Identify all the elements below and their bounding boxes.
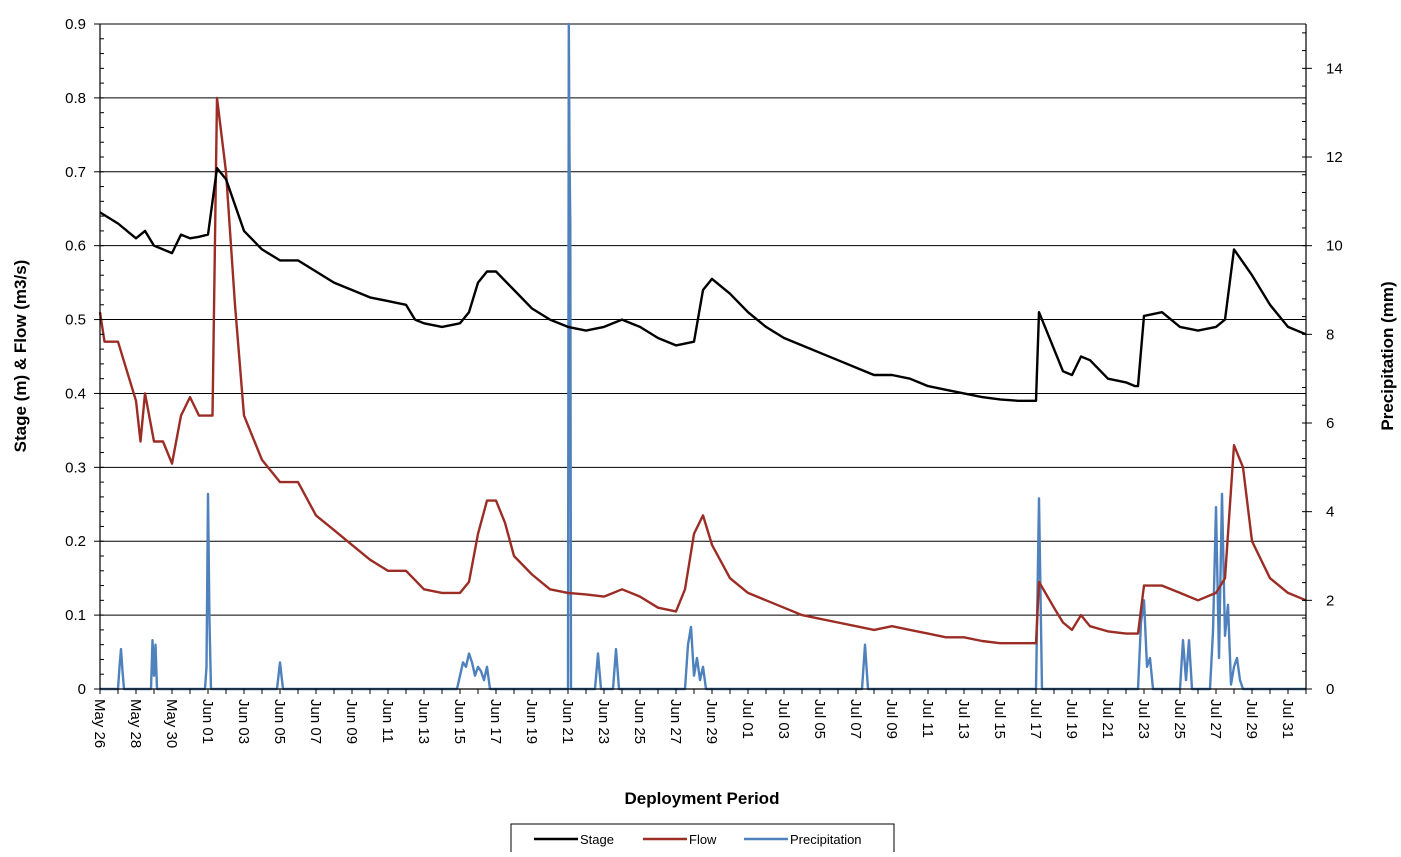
y-left-tick-label: 0.6 [65,238,86,255]
x-tick-label: May 26 [91,699,108,748]
y-left-tick-label: 0.3 [65,459,86,476]
x-tick-label: Jul 31 [1279,699,1296,739]
x-tick-label: Jul 25 [1171,699,1188,739]
tick-labels: 0 0.1 0.2 0.3 0.4 0.5 0.6 0.7 0.8 0.9 0 2 4 6 8 10 12 14 M… [65,16,1343,748]
legend-label-stage: Stage [580,832,614,847]
y-right-tick-label: 6 [1326,415,1334,432]
legend-items: Stage Flow Precipitation [534,832,862,847]
y-right-tick-label: 2 [1326,592,1334,609]
x-tick-label: Jun 11 [379,699,396,743]
y-right-tick-label: 0 [1326,681,1334,698]
x-tick-label: Jul 17 [1027,699,1044,739]
x-tick-label: Jun 13 [415,699,432,744]
x-tick-label: Jun 23 [595,699,612,744]
x-tick-label: Jul 29 [1243,699,1260,739]
series-line-flow [98,96,1307,645]
y-right-tick-label: 4 [1326,504,1334,521]
series-line-stage [99,166,1307,402]
x-tick-label: Jul 21 [1099,699,1116,739]
legend-label-flow: Flow [689,832,717,847]
y-right-tick-label: 8 [1326,326,1334,343]
y-right-tick-label: 12 [1326,149,1343,166]
x-tick-label: Jul 13 [955,699,972,739]
gridlines [100,23,1306,616]
x-tick-label: Jun 17 [487,699,504,744]
x-tick-label: Jun 25 [631,699,648,744]
x-tick-label: Jul 01 [739,699,756,739]
y-right-tick-label: 14 [1326,60,1343,77]
x-tick-label: Jun 29 [703,699,720,744]
axes [94,23,1312,694]
legend-label-precipitation: Precipitation [790,832,862,847]
y-left-tick-label: 0.4 [65,385,86,402]
x-tick-label: May 28 [127,699,144,748]
y-left-tick-label: 0.2 [65,533,86,550]
x-tick-label: Jul 03 [775,699,792,739]
y-left-tick-label: 0.7 [65,164,86,181]
x-tick-label: Jun 03 [235,699,252,744]
x-tick-label: Jun 15 [451,699,468,744]
legend: Stage Flow Precipitation [510,823,895,855]
y-right-tick-label: 10 [1326,238,1343,255]
x-tick-label: Jun 19 [523,699,540,744]
y-left-tick-label: 0 [78,681,86,698]
x-tick-label: Jul 19 [1063,699,1080,739]
x-tick-label: Jul 11 [919,699,936,738]
y-left-tick-label: 0.1 [65,607,86,624]
x-axis-title: Deployment Period [625,789,780,808]
x-tick-label: Jun 21 [559,699,576,744]
x-tick-label: Jun 07 [307,699,324,744]
x-tick-label: May 30 [163,699,180,748]
x-tick-label: Jun 01 [199,699,216,744]
x-tick-label: Jul 09 [883,699,900,739]
y-left-tick-label: 0.9 [65,16,86,33]
x-tick-label: Jun 27 [667,699,684,744]
series-layer [98,22,1307,691]
x-tick-label: Jul 15 [991,699,1008,739]
y-left-tick-label: 0.8 [65,90,86,107]
x-tick-label: Jun 05 [271,699,288,744]
x-tick-label: Jul 23 [1135,699,1152,739]
x-tick-label: Jul 27 [1207,699,1224,739]
x-tick-label: Jun 09 [343,699,360,744]
y-axis-right-title: Precipitation (mm) [1378,281,1397,430]
x-tick-label: Jul 07 [847,699,864,739]
y-left-tick-label: 0.5 [65,312,86,329]
y-axis-left-title: Stage (m) & Flow (m3/s) [11,260,30,453]
x-tick-label: Jul 05 [811,699,828,739]
series-line-precipitation [100,22,1306,691]
